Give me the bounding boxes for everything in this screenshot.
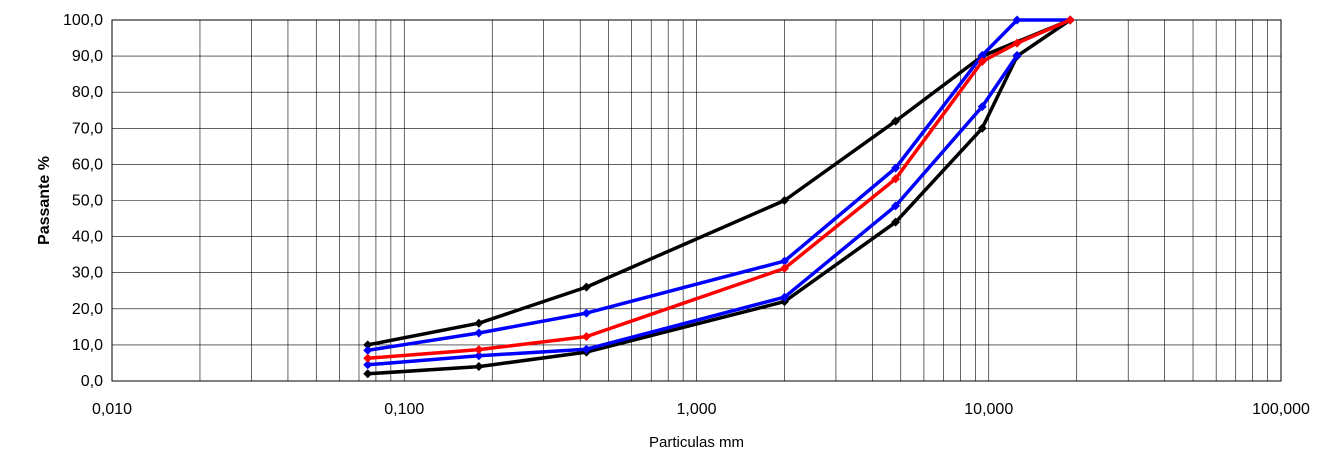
data-point-marker [977, 123, 987, 133]
plot-border [111, 19, 1282, 382]
series-3 [363, 15, 1075, 355]
data-point-marker [891, 163, 901, 173]
series-group [363, 15, 1075, 379]
series-4 [363, 50, 1022, 370]
x-tick-label: 1,000 [676, 401, 716, 418]
data-point-marker [779, 196, 789, 205]
data-point-marker [474, 351, 484, 361]
data-point-marker [1012, 50, 1022, 60]
data-point-marker [779, 263, 789, 273]
data-point-marker [891, 174, 901, 184]
y-tick-labels: 0,0 10,0 20,0 30,0 40,0 50,0 60,0 70,0 80,0 90,0 1… [63, 12, 103, 390]
series-line [367, 18, 1072, 376]
y-tick-label: 90,0 [72, 48, 103, 65]
data-point-marker [891, 217, 901, 227]
series-1 [363, 15, 1075, 350]
x-tick-label: 0,010 [92, 401, 132, 418]
y-tick-label: 60,0 [72, 156, 103, 173]
series-line [367, 18, 1071, 361]
data-point-marker [363, 360, 373, 370]
data-point-marker [474, 328, 484, 338]
y-tick-label: 0,0 [81, 373, 103, 390]
x-axis-title: Particulas mm [649, 434, 744, 451]
data-point-marker [474, 362, 484, 372]
y-axis-title: Passante % [36, 156, 53, 245]
data-point-marker [1012, 38, 1022, 48]
data-point-marker [581, 308, 591, 318]
data-point-marker [363, 345, 373, 355]
y-tick-label: 100,0 [63, 12, 103, 29]
y-tick-label: 20,0 [72, 301, 103, 318]
data-point-marker [474, 318, 484, 328]
x-tick-label: 100,000 [1252, 401, 1310, 418]
data-point-marker [779, 256, 789, 266]
data-point-marker [474, 345, 484, 355]
data-point-marker [363, 340, 373, 350]
series-5 [363, 15, 1075, 363]
data-point-marker [891, 116, 901, 126]
data-point-marker [363, 353, 373, 363]
y-tick-label: 80,0 [72, 84, 103, 101]
data-point-marker [1012, 15, 1022, 25]
data-point-marker [581, 282, 591, 292]
grid [111, 19, 1281, 382]
y-tick-label: 10,0 [72, 337, 103, 354]
y-tick-label: 50,0 [72, 193, 103, 210]
y-tick-label: 30,0 [72, 265, 103, 282]
data-point-marker [977, 57, 987, 67]
data-point-marker [977, 102, 987, 112]
x-tick-label: 10,000 [964, 401, 1013, 418]
y-tick-label: 70,0 [72, 120, 103, 137]
data-point-marker [891, 201, 901, 211]
series-line [367, 18, 1071, 347]
data-point-marker [363, 369, 373, 379]
data-point-marker [1065, 15, 1075, 25]
x-tick-labels: 0,010 0,100 1,000 10,000 100,000 [92, 401, 1310, 418]
data-point-marker [779, 292, 789, 302]
series-line [367, 18, 1071, 353]
data-point-marker [977, 50, 987, 60]
data-point-marker [581, 332, 591, 342]
y-tick-label: 40,0 [72, 229, 103, 246]
data-point-marker [581, 344, 591, 354]
x-tick-label: 0,100 [384, 401, 424, 418]
